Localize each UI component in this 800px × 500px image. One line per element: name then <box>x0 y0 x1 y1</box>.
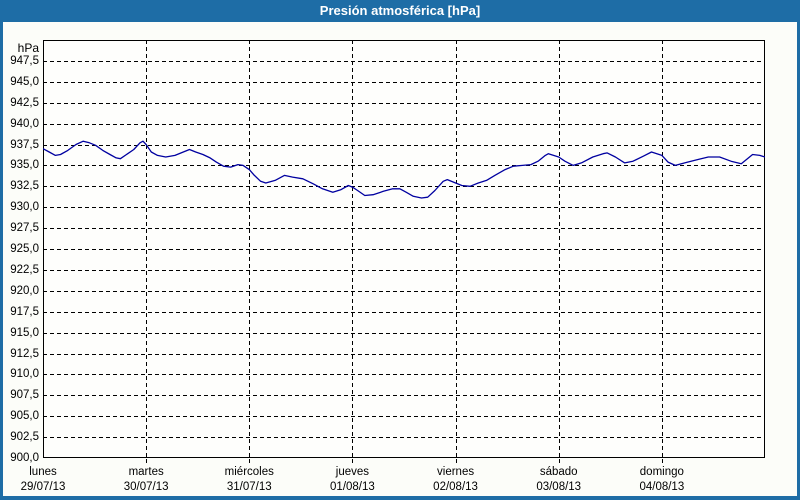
y-tick-label: 925,0 <box>10 243 39 255</box>
y-tick-label: 935,0 <box>10 159 39 172</box>
day-name-label: viernes <box>437 466 475 478</box>
y-tick-label: 900,0 <box>10 452 39 464</box>
day-name-label: jueves <box>335 466 370 478</box>
pressure-line-chart <box>43 40 765 458</box>
x-axis-tick <box>661 459 663 463</box>
day-date-label: 03/08/13 <box>536 481 582 493</box>
title-bar: Presión atmosférica [hPa] <box>3 0 797 22</box>
y-tick-label: 940,0 <box>10 117 39 130</box>
plot-border <box>43 40 765 458</box>
x-axis-tick <box>352 459 354 463</box>
day-name-label: domingo <box>639 466 684 478</box>
y-tick-label: 907,5 <box>10 389 39 402</box>
y-tick-label: 920,0 <box>10 284 39 297</box>
y-tick-label: 927,5 <box>10 222 39 235</box>
day-date-label: 02/08/13 <box>433 481 478 493</box>
x-axis-tick <box>146 459 148 463</box>
day-name-label: miércoles <box>224 466 274 478</box>
y-tick-label: 917,5 <box>10 305 39 318</box>
day-date-label: 31/07/13 <box>226 481 272 493</box>
y-tick-label: 932,5 <box>10 180 39 193</box>
day-date-label: 30/07/13 <box>123 481 169 493</box>
y-tick-label: 937,5 <box>10 138 39 151</box>
y-tick-label: 912,5 <box>10 347 39 360</box>
x-axis-tick <box>249 459 251 463</box>
y-tick-label: 915,0 <box>10 326 39 339</box>
x-axis-tick <box>558 459 560 463</box>
y-tick-label: 910,0 <box>10 368 39 381</box>
y-axis-unit-label: hPa <box>17 41 39 55</box>
day-date-label: 29/07/13 <box>20 481 66 493</box>
day-name-label: sábado <box>539 466 578 478</box>
day-name-label: martes <box>128 466 164 478</box>
day-name-label: lunes <box>29 466 57 478</box>
chart-title: Presión atmosférica [hPa] <box>319 3 481 18</box>
day-date-label: 01/08/13 <box>330 481 375 493</box>
y-tick-label: 922,5 <box>10 263 39 276</box>
y-tick-label: 902,5 <box>10 431 39 444</box>
x-axis-tick <box>455 459 457 463</box>
y-tick-label: 905,0 <box>10 410 39 423</box>
pressure-series-line <box>43 140 765 199</box>
y-tick-label: 945,0 <box>10 75 39 88</box>
y-tick-label: 942,5 <box>10 96 39 109</box>
y-tick-label: 930,0 <box>10 201 39 214</box>
plot-area <box>43 40 765 458</box>
day-date-label: 04/08/13 <box>639 481 685 493</box>
y-tick-label: 947,5 <box>10 54 39 67</box>
